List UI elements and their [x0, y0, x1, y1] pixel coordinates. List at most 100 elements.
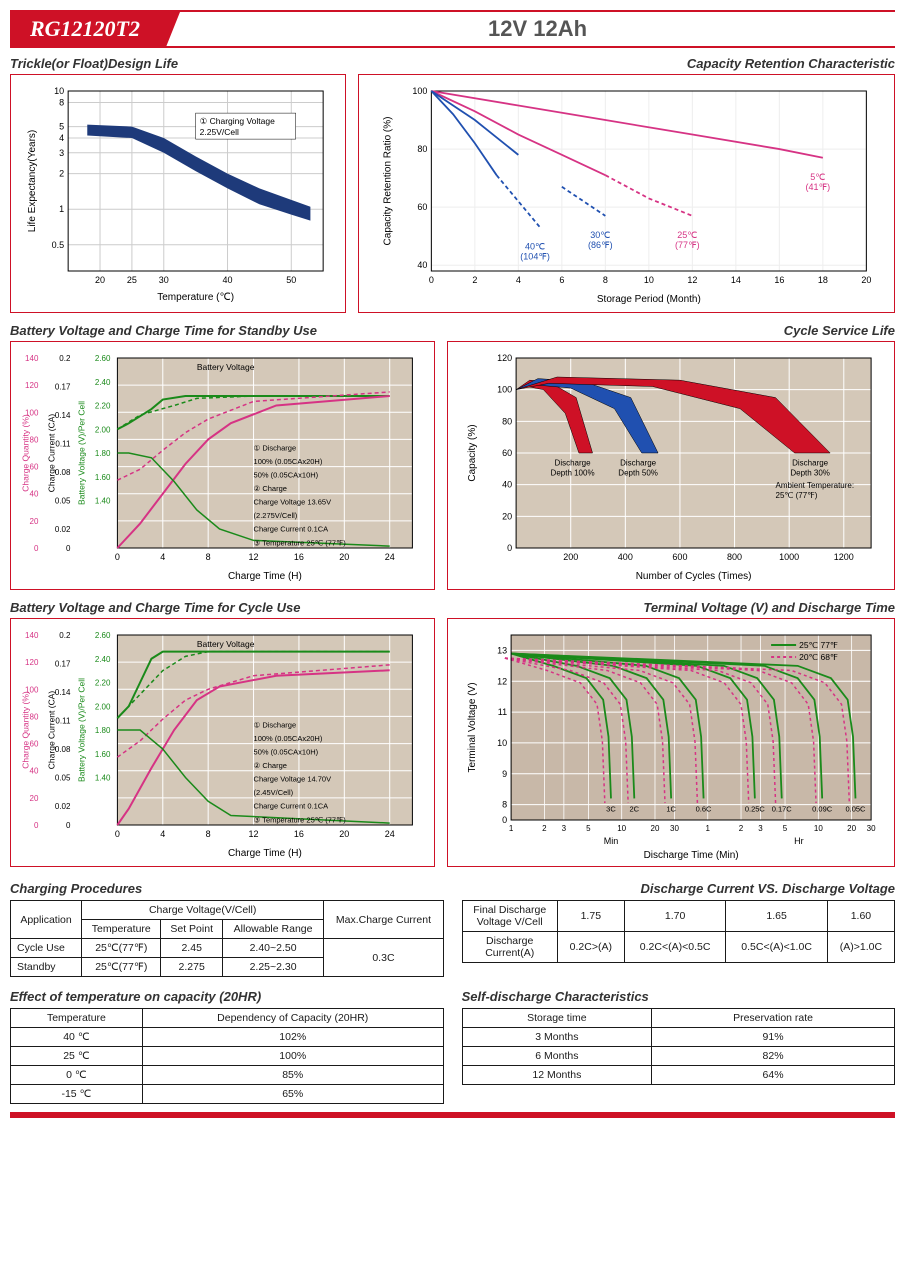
svg-text:6: 6	[560, 275, 565, 285]
svg-text:1.80: 1.80	[95, 449, 111, 458]
retention-chart: 024681012141618204060801005℃(41℉)25℃(77℉…	[365, 81, 888, 306]
trickle-chart: 20253040500.512345810Temperature (℃)Life…	[17, 81, 339, 306]
svg-text:0.05: 0.05	[55, 497, 71, 506]
svg-text:800: 800	[727, 552, 742, 562]
svg-text:80: 80	[29, 435, 38, 444]
svg-text:80: 80	[502, 416, 512, 426]
svg-text:3: 3	[561, 824, 566, 833]
svg-text:10: 10	[54, 86, 64, 96]
svg-text:0.08: 0.08	[55, 468, 71, 477]
svg-text:0: 0	[115, 829, 120, 839]
svg-text:0.17: 0.17	[55, 383, 71, 392]
svg-text:③ Temperature 25℃ (77℉): ③ Temperature 25℃ (77℉)	[254, 815, 347, 824]
svg-text:2C: 2C	[629, 805, 639, 814]
svg-text:30: 30	[670, 824, 679, 833]
svg-text:2.20: 2.20	[95, 679, 111, 688]
svg-text:0.11: 0.11	[55, 440, 71, 449]
svg-text:4: 4	[516, 275, 521, 285]
svg-text:25: 25	[127, 275, 137, 285]
cyclelife-panel: Cycle Service Life 200400600800100012000…	[447, 323, 895, 590]
svg-text:30℃: 30℃	[591, 230, 611, 240]
spec-label: 12V 12Ah	[180, 16, 895, 42]
svg-text:Terminal Voltage (V): Terminal Voltage (V)	[467, 682, 478, 772]
svg-text:50: 50	[286, 275, 296, 285]
svg-text:0.09C: 0.09C	[812, 805, 833, 814]
svg-text:140: 140	[25, 354, 39, 363]
svg-text:0: 0	[507, 543, 512, 553]
svg-text:100% (0.05CAx20H): 100% (0.05CAx20H)	[254, 457, 323, 466]
svg-text:2.40: 2.40	[95, 378, 111, 387]
svg-text:20: 20	[339, 829, 349, 839]
svg-text:40: 40	[223, 275, 233, 285]
svg-text:12: 12	[497, 676, 507, 686]
svg-text:50% (0.05CAx10H): 50% (0.05CAx10H)	[254, 747, 319, 756]
svg-text:5℃: 5℃	[811, 172, 826, 182]
svg-text:1000: 1000	[779, 552, 799, 562]
svg-text:0.14: 0.14	[55, 688, 71, 697]
svg-text:20: 20	[650, 824, 659, 833]
svg-text:② Charge: ② Charge	[254, 484, 287, 493]
svg-text:5: 5	[586, 824, 591, 833]
discharge-panel: Terminal Voltage (V) and Discharge Time …	[447, 600, 895, 867]
svg-text:Capacity (%): Capacity (%)	[467, 424, 478, 481]
svg-text:Charge Current 0.1CA: Charge Current 0.1CA	[254, 525, 329, 534]
self-discharge-table: Storage timePreservation rate3 Months91%…	[462, 1008, 895, 1085]
svg-text:600: 600	[672, 552, 687, 562]
svg-text:1: 1	[705, 824, 710, 833]
svg-text:5: 5	[783, 824, 788, 833]
svg-text:30: 30	[159, 275, 169, 285]
svg-text:80: 80	[418, 144, 428, 154]
trickle-panel: Trickle(or Float)Design Life 20253040500…	[10, 56, 346, 313]
svg-text:2.60: 2.60	[95, 631, 111, 640]
svg-text:11: 11	[498, 707, 507, 717]
svg-text:0.5: 0.5	[52, 240, 65, 250]
svg-text:0.05: 0.05	[55, 774, 71, 783]
svg-text:1: 1	[59, 204, 64, 214]
standby-chart: 0481216202402040608010012014000.020.050.…	[17, 348, 428, 583]
svg-text:① Discharge: ① Discharge	[254, 443, 297, 452]
svg-text:16: 16	[775, 275, 785, 285]
procedures-table: ApplicationCharge Voltage(V/Cell)Max.Cha…	[10, 900, 444, 977]
svg-text:Charge Time (H): Charge Time (H)	[228, 848, 302, 859]
svg-text:Charge Current (CA): Charge Current (CA)	[46, 691, 56, 770]
svg-text:8: 8	[502, 800, 507, 810]
svg-text:3: 3	[59, 148, 64, 158]
svg-text:Ambient Temperature:: Ambient Temperature:	[775, 481, 854, 490]
svg-text:2: 2	[739, 824, 744, 833]
svg-text:1: 1	[509, 824, 514, 833]
discharge-title: Terminal Voltage (V) and Discharge Time	[447, 600, 895, 615]
svg-text:Life Expectancy(Years): Life Expectancy(Years)	[27, 130, 38, 232]
cyclecharge-panel: Battery Voltage and Charge Time for Cycl…	[10, 600, 435, 867]
svg-text:2.00: 2.00	[95, 702, 111, 711]
svg-text:20℃ 68℉: 20℃ 68℉	[799, 652, 839, 662]
svg-text:Charge Voltage 13.65V: Charge Voltage 13.65V	[254, 498, 332, 507]
svg-text:0.17C: 0.17C	[772, 805, 793, 814]
svg-text:8: 8	[206, 552, 211, 562]
svg-text:Battery Voltage (V)/Per Cell: Battery Voltage (V)/Per Cell	[76, 678, 86, 782]
svg-text:12: 12	[249, 552, 259, 562]
cyclecharge-chart: 0481216202402040608010012014000.020.050.…	[17, 625, 428, 860]
svg-text:2.25V/Cell: 2.25V/Cell	[200, 127, 239, 137]
svg-text:0: 0	[66, 821, 71, 830]
svg-text:1.60: 1.60	[95, 473, 111, 482]
svg-text:60: 60	[29, 463, 38, 472]
svg-text:10: 10	[497, 738, 507, 748]
svg-text:10: 10	[644, 275, 654, 285]
svg-text:(104℉): (104℉)	[521, 251, 551, 261]
svg-text:Battery Voltage: Battery Voltage	[197, 639, 255, 649]
tempcap-title: Effect of temperature on capacity (20HR)	[10, 989, 444, 1004]
discharge-voltage-table: Final Discharge Voltage V/Cell1.751.701.…	[462, 900, 895, 963]
svg-text:3C: 3C	[606, 805, 616, 814]
svg-text:4: 4	[160, 552, 165, 562]
svg-text:Hr: Hr	[794, 836, 804, 846]
svg-text:0.02: 0.02	[55, 525, 71, 534]
svg-text:(41℉): (41℉)	[806, 182, 831, 192]
svg-text:Discharge: Discharge	[792, 459, 829, 468]
retention-panel: Capacity Retention Characteristic 024681…	[358, 56, 895, 313]
svg-text:200: 200	[563, 552, 578, 562]
svg-text:0: 0	[115, 552, 120, 562]
cyclelife-title: Cycle Service Life	[447, 323, 895, 338]
svg-text:5: 5	[59, 122, 64, 132]
svg-text:Charge Voltage 14.70V: Charge Voltage 14.70V	[254, 775, 332, 784]
svg-text:2: 2	[542, 824, 547, 833]
